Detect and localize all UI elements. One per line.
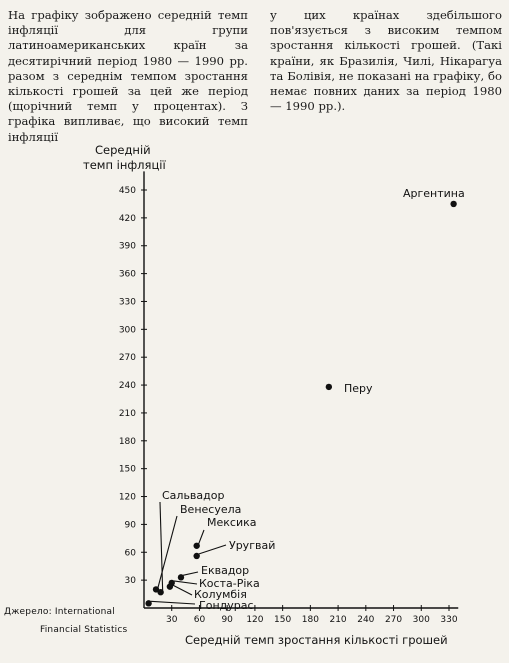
y-tick-label: 180 xyxy=(119,437,136,447)
intro-text-right: у цих країнах здебільшого пов'язується з… xyxy=(270,8,502,114)
y-tick-label: 450 xyxy=(119,186,136,196)
y-axis-label-line1: Середній xyxy=(95,143,151,157)
point-label: Колумбія xyxy=(194,588,247,601)
y-tick-label: 300 xyxy=(119,325,136,335)
data-point xyxy=(157,589,164,596)
point-label: Мексика xyxy=(207,516,256,529)
leader-line xyxy=(171,584,193,596)
y-tick-label: 60 xyxy=(125,548,137,558)
y-tick-label: 390 xyxy=(119,242,136,252)
data-point xyxy=(177,574,185,581)
data-point xyxy=(325,383,333,391)
y-tick-label: 210 xyxy=(119,409,136,419)
point-label: Уругвай xyxy=(229,539,275,552)
data-point xyxy=(193,542,200,549)
point-label: Коста-Ріка xyxy=(199,577,260,590)
x-ticks: 30 60 90 120 150 180 210 240 270 300 330 xyxy=(166,605,458,625)
y-tick-label: 360 xyxy=(119,270,136,280)
x-tick-label: 150 xyxy=(274,615,291,625)
x-tick-label: 120 xyxy=(246,615,263,625)
leader-line xyxy=(157,515,178,588)
chart-axes xyxy=(143,171,459,609)
y-tick-label: 90 xyxy=(125,520,137,530)
leader-line xyxy=(198,544,227,555)
y-tick-label: 330 xyxy=(119,297,136,307)
x-tick-label: 330 xyxy=(440,615,457,625)
leader-line xyxy=(173,580,198,585)
intro-text-left: На графіку зображено середній темп інфля… xyxy=(8,8,248,144)
source-line2: Financial Statistics xyxy=(40,625,128,635)
data-point xyxy=(193,552,200,560)
data-point xyxy=(145,600,152,607)
y-tick-label: 150 xyxy=(119,465,136,475)
x-tick-label: 180 xyxy=(302,615,319,625)
data-point xyxy=(152,586,160,593)
x-tick-label: 240 xyxy=(357,615,374,625)
point-label: Сальвадор xyxy=(162,489,224,502)
y-axis-label-line2: темп інфляції xyxy=(83,158,166,172)
leader-line xyxy=(150,600,196,605)
data-points xyxy=(145,200,457,607)
x-tick-label: 270 xyxy=(385,615,402,625)
x-tick-label: 90 xyxy=(221,615,233,625)
y-tick-label: 30 xyxy=(125,576,137,586)
x-tick-label: 30 xyxy=(166,615,178,625)
data-point xyxy=(166,583,174,590)
point-labels: Аргентина Перу Мексика Уругвай СальвадорВене… xyxy=(162,187,465,612)
leader-lines xyxy=(150,501,227,605)
point-label: Еквадор xyxy=(201,564,249,577)
point-label: Аргентина xyxy=(403,187,465,200)
leader-line xyxy=(182,571,199,576)
y-ticks: 30 60 90 120 150 180 210 240 270 300 330 360 390 420 4… xyxy=(119,186,147,586)
point-label: Перу xyxy=(344,382,373,395)
x-tick-label: 60 xyxy=(194,615,206,625)
y-tick-label: 420 xyxy=(119,214,136,224)
y-tick-label: 240 xyxy=(119,381,136,391)
x-axis-label: Середній темп зростання кількості грошей xyxy=(185,633,448,647)
x-tick-label: 300 xyxy=(413,615,430,625)
y-tick-label: 120 xyxy=(119,493,136,503)
source-line1: Джерело: International xyxy=(4,607,115,617)
y-tick-label: 270 xyxy=(119,353,136,363)
x-tick-label: 210 xyxy=(329,615,346,625)
leader-line xyxy=(159,501,164,591)
leader-line xyxy=(198,529,205,544)
data-point xyxy=(450,200,457,208)
point-label: Гондурас xyxy=(199,599,254,612)
point-label: Венесуела xyxy=(180,503,241,516)
